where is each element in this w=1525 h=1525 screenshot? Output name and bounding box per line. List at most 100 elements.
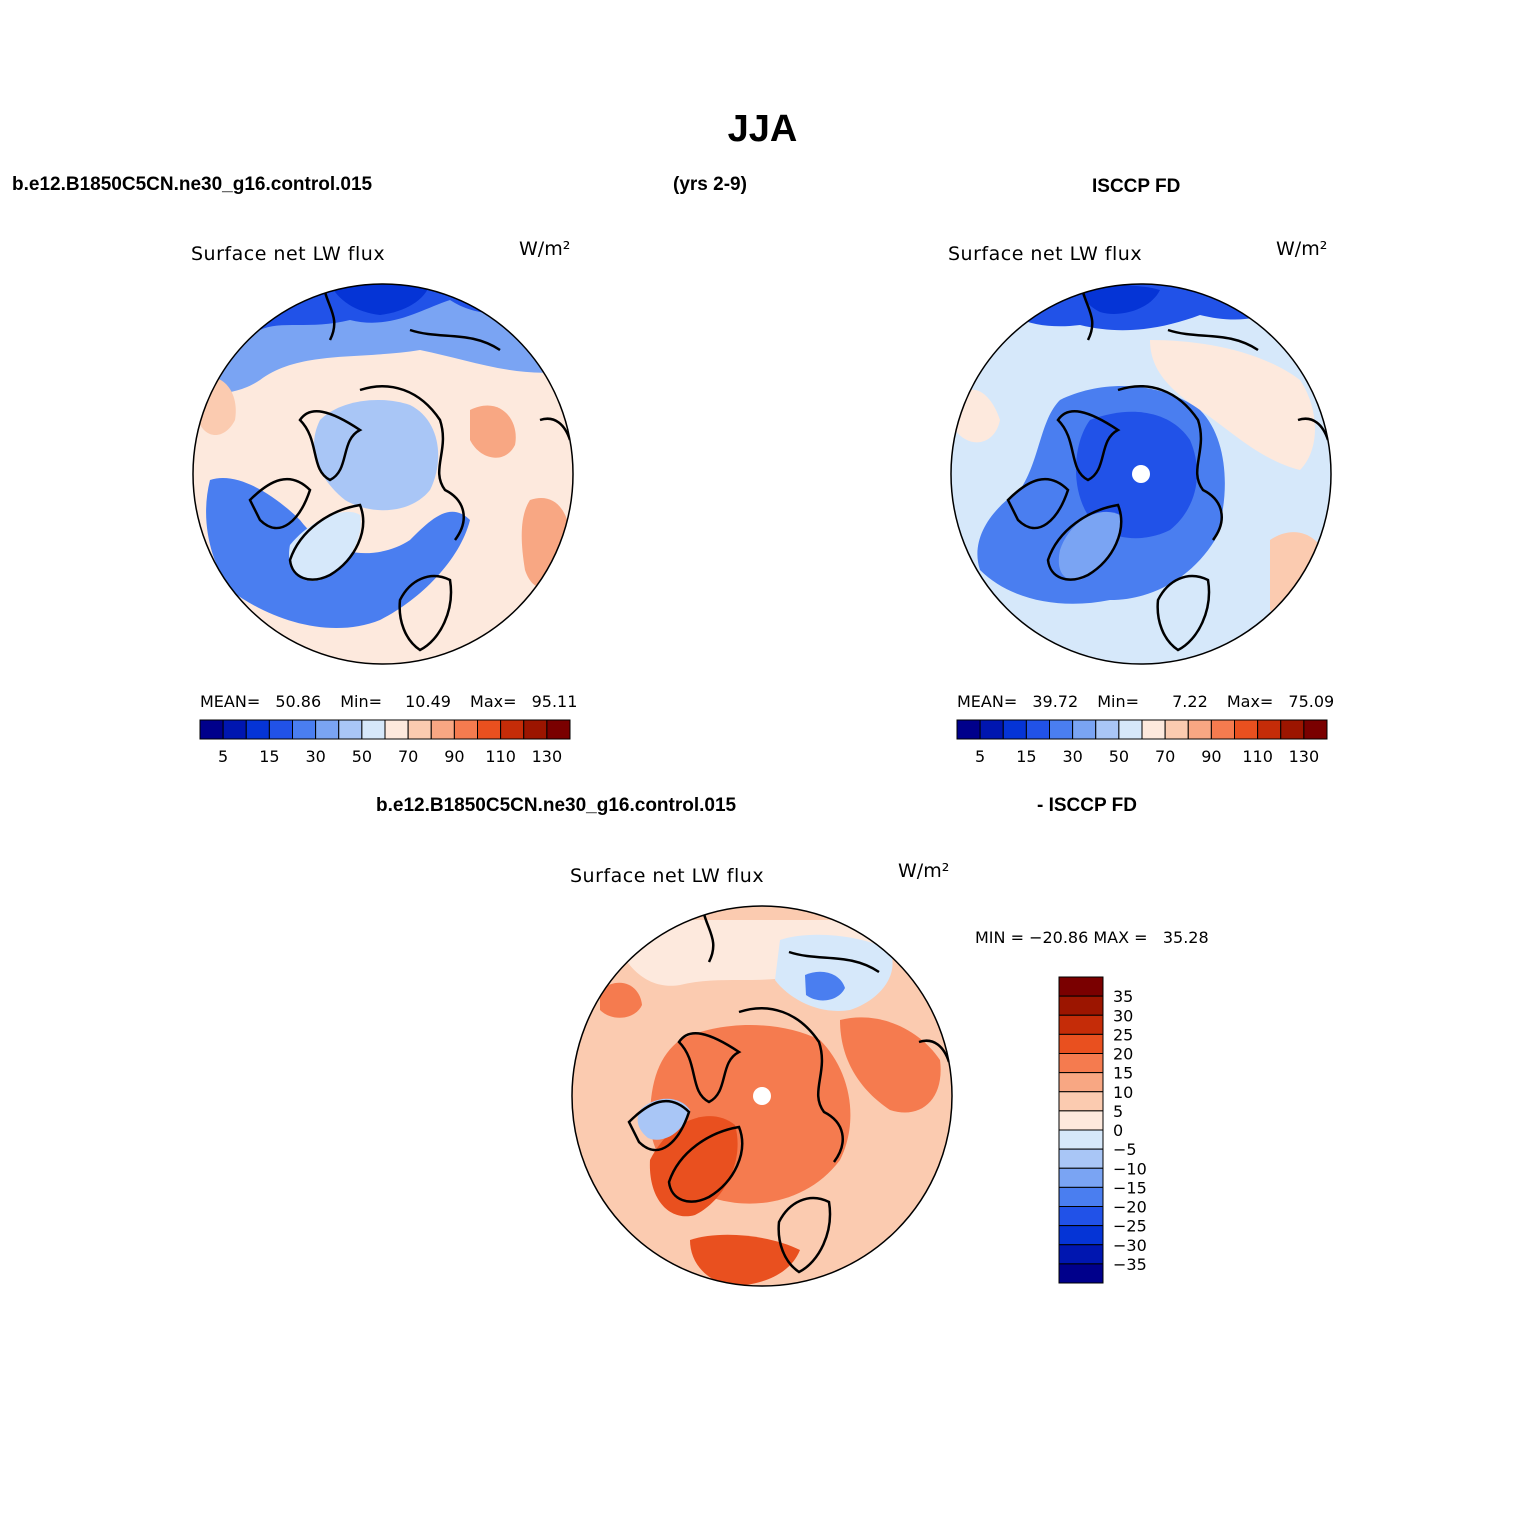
panel1-min: 10.49 [405, 692, 451, 711]
panel3-colorbar-box [1058, 1148, 1104, 1169]
panel1-colorbar-box [222, 719, 247, 740]
panel3-colorbar-box [1058, 995, 1104, 1016]
panel1-colorbar-tick-label: 70 [398, 747, 418, 766]
panel2-colorbar-box [1257, 719, 1282, 740]
panel1-variable: Surface net LW flux [191, 243, 386, 265]
panel2-max: 75.09 [1288, 692, 1335, 711]
panel3-colorbar-tick-label: −25 [1113, 1217, 1147, 1236]
panel2-colorbar-tick-label: 30 [1062, 747, 1082, 766]
panel1-colorbar-box [361, 719, 386, 740]
panel2-colorbar-box [1002, 719, 1027, 740]
panel3-colorbar-box [1058, 1206, 1104, 1227]
panel3-colorbar-tick-label: 35 [1113, 987, 1133, 1006]
panel3-map [571, 905, 953, 1287]
panel3-colorbar-box [1058, 1167, 1104, 1188]
panel2-min: 7.22 [1172, 692, 1208, 711]
panel1-units: W/m² [519, 238, 571, 260]
panel2-colorbar-box [1095, 719, 1120, 740]
panel2-max-label: Max= [1226, 692, 1274, 711]
panel3-contour-east-warm [840, 1017, 941, 1113]
panel1-colorbar-box [384, 719, 409, 740]
panel3-colorbar-box [1058, 1225, 1104, 1246]
panel3-colorbar-tick-label: 10 [1113, 1083, 1133, 1102]
panel1-colorbar-box [546, 719, 571, 740]
panel1-outline [192, 283, 574, 665]
panel3-contour-north-cool [775, 934, 893, 1011]
years-label: (yrs 2-9) [673, 174, 747, 195]
panel1-coastlines [248, 291, 572, 652]
panel3-colorbar-tick-label: 30 [1113, 1006, 1133, 1025]
panel3-colorbar-box [1058, 1014, 1104, 1035]
panel1-colorbar-box [292, 719, 317, 740]
panel1-mean-label: MEAN= [200, 692, 261, 711]
panel2-colorbar-tick-label: 90 [1201, 747, 1221, 766]
panel1-colorbar-tick-label: 90 [444, 747, 464, 766]
panel3-colorbar-tick-label: −5 [1113, 1140, 1137, 1159]
panel2-pole-marker [1132, 465, 1150, 483]
panel2-colorbar-box [1049, 719, 1074, 740]
panel2-colorbar-box [1118, 719, 1143, 740]
panel3-colorbar-box [1058, 1129, 1104, 1150]
panel3-colorbar-tick-label: −15 [1113, 1178, 1147, 1197]
panel2-units: W/m² [1276, 238, 1328, 260]
panel2-colorbar-box [1025, 719, 1050, 740]
panel1-colorbar-box [430, 719, 455, 740]
panel1-max: 95.11 [531, 692, 578, 711]
panel3-colorbar-tick-label: −30 [1113, 1236, 1147, 1255]
panel3-contour-south-warm [690, 1234, 800, 1286]
panel1-contour-east-warm [470, 405, 516, 458]
panel3-colorbar-box [1058, 1053, 1104, 1074]
panel3-colorbar-box [1058, 1244, 1104, 1265]
panel2-colorbar-box [1210, 719, 1235, 740]
panel2-mean-label: MEAN= [957, 692, 1018, 711]
panel1-colorbar-box [477, 719, 502, 740]
panel3-colorbar-tick-label: 25 [1113, 1025, 1133, 1044]
panel1-colorbar-box [338, 719, 363, 740]
panel1-colorbar-tick-label: 130 [532, 747, 563, 766]
panel3-units: W/m² [898, 860, 950, 882]
panel1-colorbar-tick-label: 5 [218, 747, 228, 766]
panel1-colorbar-box [315, 719, 340, 740]
panel2-colorbar-box [1164, 719, 1189, 740]
panel3-contour-northwest-warm [600, 982, 642, 1018]
panel2-colorbar-box [956, 719, 981, 740]
panel2-colorbar-box [1141, 719, 1166, 740]
panel1-contour-min [330, 284, 430, 315]
diff-obs-name: - ISCCP FD [1037, 795, 1137, 816]
panel3-variable: Surface net LW flux [570, 865, 765, 887]
panel1-colorbar: 5 15 30 50 70 90 110 130 [199, 719, 571, 766]
obs-name: ISCCP FD [1092, 176, 1181, 197]
panel2-mean: 39.72 [1032, 692, 1079, 711]
panel3-colorbar-box [1058, 1033, 1104, 1054]
panel2-contour-greenland [1058, 511, 1121, 581]
panel3-colorbar-tick-label: 0 [1113, 1121, 1123, 1140]
panel3-colorbar-box [1058, 1091, 1104, 1112]
panel3-colorbar-tick-label: −10 [1113, 1159, 1147, 1178]
panel2-colorbar: 5 15 30 50 70 90 110 130 [956, 719, 1328, 766]
panel3-colorbar-box [1058, 1263, 1104, 1284]
panel3-coastlines [627, 913, 951, 1274]
panel3-colorbar-tick-label: 20 [1113, 1045, 1133, 1064]
diff-case-name: b.e12.B1850C5CN.ne30_g16.control.015 [376, 795, 737, 816]
panel2-colorbar-tick-label: 130 [1289, 747, 1320, 766]
panel2-colorbar-box [1234, 719, 1259, 740]
panel1-colorbar-box [500, 719, 525, 740]
panel1-mean: 50.86 [275, 692, 322, 711]
panel2-outline [950, 283, 1332, 665]
panel1-colorbar-box [523, 719, 548, 740]
panel1-max-label: Max= [470, 692, 517, 711]
panel1-colorbar-box [268, 719, 293, 740]
panel2-min-label: Min= [1097, 692, 1140, 711]
figure-title: JJA [727, 108, 798, 150]
panel3-contour-north-cool-core [805, 971, 845, 1001]
panel2-variable: Surface net LW flux [948, 243, 1143, 265]
panel1-map [192, 283, 574, 665]
panel2-contour-northeast-warm [1150, 340, 1315, 470]
panel1-colorbar-box [407, 719, 432, 740]
panel1-colorbar-tick-label: 15 [259, 747, 279, 766]
panel3-pole-marker [753, 1087, 771, 1105]
panel3-colorbar-tick-label: −20 [1113, 1198, 1147, 1217]
panel1-colorbar-box [245, 719, 270, 740]
panel3-colorbar-tick-label: 15 [1113, 1064, 1133, 1083]
